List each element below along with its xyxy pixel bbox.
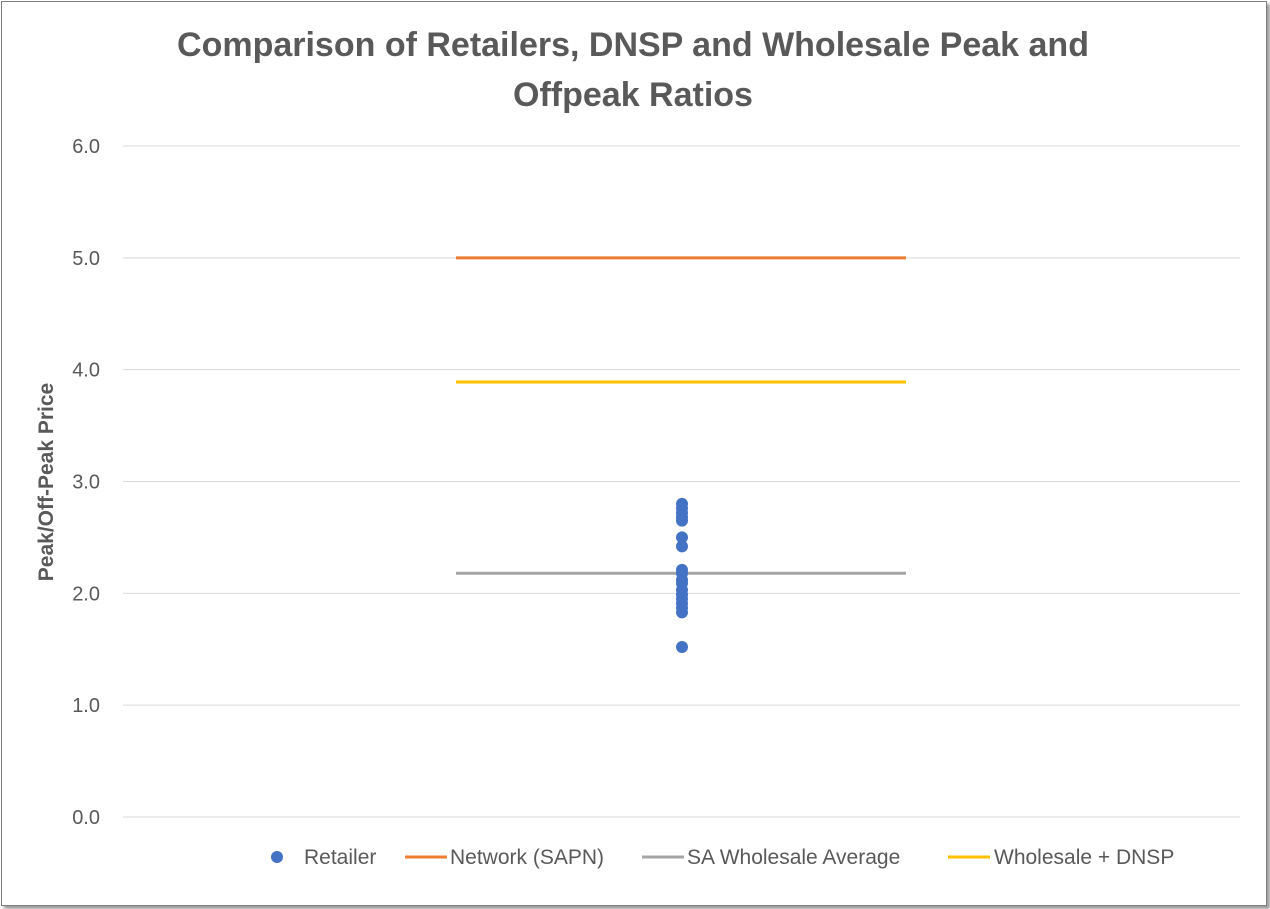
legend-label-wholesale-dnsp: Wholesale + DNSP <box>994 846 1174 869</box>
legend-marker-retailer <box>271 851 283 863</box>
retailer-point <box>676 641 688 654</box>
retailer-points <box>676 497 688 654</box>
y-tick-label: 5.0 <box>72 248 100 270</box>
y-tick-label: 2.0 <box>72 583 100 605</box>
y-axis-title: Peak/Off-Peak Price <box>35 383 58 581</box>
y-tick-label: 3.0 <box>72 472 100 494</box>
legend-label-retailer: Retailer <box>304 846 376 869</box>
y-axis-ticks: 0.0 1.0 2.0 3.0 4.0 5.0 6.0 <box>72 136 100 829</box>
chart-title-line-1: Comparison of Retailers, DNSP and Wholes… <box>177 26 1089 64</box>
retailer-point <box>676 514 688 527</box>
chart-title-line-2: Offpeak Ratios <box>513 76 753 114</box>
y-tick-label: 0.0 <box>72 807 100 829</box>
gridlines <box>123 145 1240 818</box>
chart-title: Comparison of Retailers, DNSP and Wholes… <box>177 26 1089 114</box>
y-tick-label: 4.0 <box>72 360 100 382</box>
legend-label-sa-wholesale-average: SA Wholesale Average <box>687 846 900 869</box>
retailer-point <box>676 540 688 553</box>
legend: Retailer Network (SAPN) SA Wholesale Avera… <box>271 846 1174 869</box>
y-tick-label: 6.0 <box>72 136 100 158</box>
y-tick-label: 1.0 <box>72 695 100 717</box>
legend-label-network-sapn: Network (SAPN) <box>450 846 604 869</box>
retailer-point <box>676 606 688 619</box>
retailer-point <box>676 531 688 544</box>
